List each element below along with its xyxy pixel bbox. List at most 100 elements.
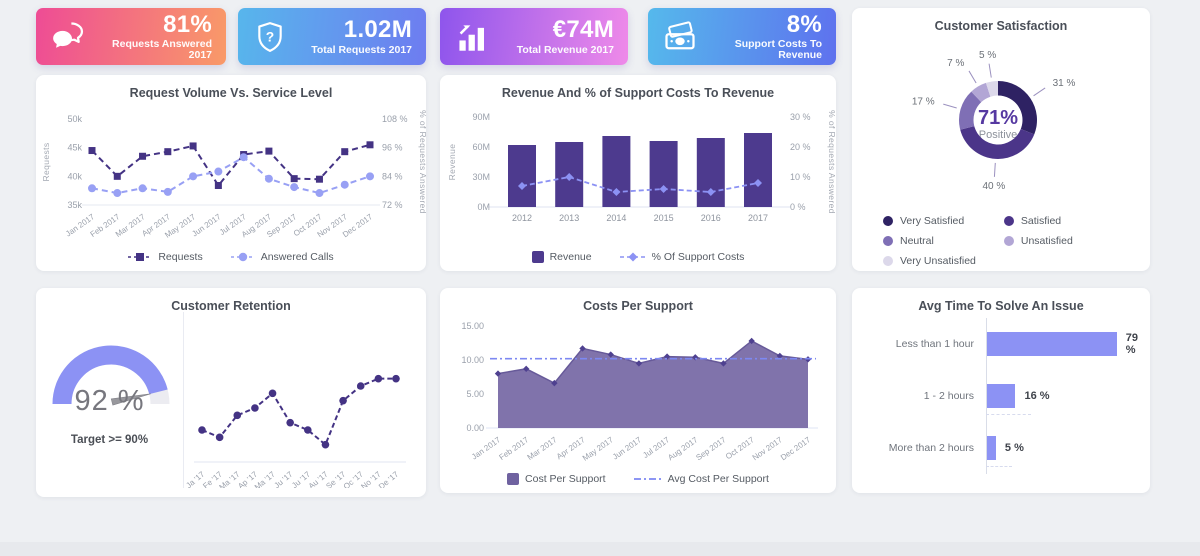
kpi-label: Support Costs To Revenue [734,38,822,62]
legend-item-answered-calls[interactable]: Answered Calls [230,251,334,263]
chat-bubbles-icon [53,21,84,48]
answered-calls-legend-marker [230,252,255,262]
satisfaction-donut-canvas[interactable]: 71% Positive 31 % 40 % 17 % 7 % 5 % [852,32,1150,202]
shield-question-icon: ? [258,21,282,52]
support-costs-legend-marker [619,252,646,262]
chart-title: Revenue And % of Support Costs To Revenu… [501,86,775,100]
kpi-card-requests-answered: 81% Requests Answered 2017 [36,8,226,65]
time-bar-area: 79 % [986,318,1149,370]
svg-text:2017: 2017 [748,213,768,223]
svg-text:96 %: 96 % [382,143,403,153]
legend-item-avg-cost[interactable]: Avg Cost Per Support [633,473,769,485]
svg-text:De '17: De '17 [377,469,401,488]
kpi-card-support-costs: 8% Support Costs To Revenue [648,8,836,65]
satisfied-dot [1003,216,1014,226]
banknotes-icon [665,20,695,49]
kpi-label: Total Revenue 2017 [516,43,614,56]
legend-item-neutral[interactable]: Neutral [883,235,1004,247]
svg-text:2012: 2012 [512,213,532,223]
legend-item-very-satisfied[interactable]: Very Satisfied [883,215,1004,227]
svg-text:84 %: 84 % [382,171,403,181]
legend-label: Very Unsatisfied [900,255,976,267]
legend-item-cost-per-support[interactable]: Cost Per Support [507,473,606,485]
svg-text:30 %: 30 % [790,112,811,122]
svg-text:35k: 35k [67,200,82,210]
panel-request-volume: Request Volume Vs. Service Level 50k 45k 4… [36,75,428,271]
retention-gauge-canvas[interactable] [36,318,186,414]
costs-legend: Cost Per Support Avg Cost Per Support [440,473,836,485]
legend-item-support-costs[interactable]: % Of Support Costs [619,251,744,263]
legend-item-satisfied[interactable]: Satisfied [1003,215,1119,227]
request-volume-chart-canvas[interactable]: 50k 45k 40k 35k 108 % 96 % 84 % 72 % Requests % o… [36,99,428,245]
chart-title: Customer Retention [171,299,291,313]
chart-title: Costs Per Support [583,299,693,313]
kpi-label: Requests Answered 2017 [112,38,212,62]
svg-text:15.00: 15.00 [461,321,484,331]
legend-label: Avg Cost Per Support [667,473,769,485]
legend-label: Revenue [549,251,592,263]
revenue-legend-marker [531,251,544,263]
time-bar-value: 5 % [1004,442,1024,454]
svg-text:2015: 2015 [654,213,674,223]
svg-text:40k: 40k [67,171,82,181]
svg-text:Nov 2017: Nov 2017 [751,435,785,462]
panel-revenue-support-costs: Revenue And % of Support Costs To Revenu… [440,75,837,271]
requests-legend-marker [128,253,153,261]
time-bar[interactable] [986,436,1012,467]
donut-center-label: Positive [979,129,1018,141]
time-bar-category: More than 2 hours [888,442,974,454]
legend-item-very-unsatisfied[interactable]: Very Unsatisfied [883,255,1004,267]
svg-text:60M: 60M [472,142,490,152]
time-bar[interactable] [985,384,1033,415]
time-bar-value: 79 % [1125,332,1138,356]
time-bar-category: Less than 1 hour [895,338,974,350]
panel-customer-satisfaction: Customer Satisfaction 71% Positive 31 % 4… [852,8,1150,271]
svg-text:May 2017: May 2017 [581,435,615,463]
legend-item-revenue[interactable]: Revenue [531,251,592,263]
time-bar-row: Less than 1 hour 79 % [862,318,1138,370]
kpi-value: 1.02M [343,16,412,44]
avg-cost-legend-marker [633,478,662,480]
revenue-chart-canvas[interactable]: 90M 60M 30M 0M 30 % 20 % 10 % 0 % Revenue % of Re… [440,99,837,245]
avg-time-bar-chart[interactable]: Less than 1 hour 79 % 1 - 2 hours 16 % More … [852,312,1150,474]
svg-text:30M: 30M [472,172,490,182]
svg-text:50k: 50k [67,114,82,124]
panel-costs-per-support: Costs Per Support 15.00 10.00 5.00 0.00 Jan … [440,288,836,493]
kpi-card-total-revenue: €74M Total Revenue 2017 [440,8,628,65]
svg-text:108 %: 108 % [382,114,408,124]
revenue-legend: Revenue % Of Support Costs [440,251,836,263]
kpi-label: Total Requests 2017 [311,43,412,56]
legend-label: Neutral [900,235,934,247]
kpi-value: 8% [786,10,822,38]
svg-text:% of Requests Answered: % of Requests Answered [827,110,836,214]
svg-text:90M: 90M [472,112,490,122]
svg-text:2013: 2013 [559,213,579,223]
chart-title: Avg Time To Solve An Issue [918,299,1084,313]
svg-text:0 %: 0 % [790,202,806,212]
satisfaction-legend: Very Satisfied Satisfied Neutral Unsatis… [883,215,1119,267]
bar-chart-arrow-icon [459,24,484,51]
svg-text:Feb 2017: Feb 2017 [497,435,530,462]
very-satisfied-dot [883,216,893,226]
svg-text:0M: 0M [477,202,490,212]
donut-center-value: 71% [978,107,1018,129]
svg-text:5 %: 5 % [979,50,996,61]
svg-text:5.00: 5.00 [466,389,484,399]
legend-label: Very Satisfied [900,215,965,227]
svg-text:10 %: 10 % [790,172,811,182]
svg-text:10.00: 10.00 [461,355,484,365]
retention-gauge-block: 92 % Target >= 90% [36,312,184,488]
svg-text:45k: 45k [67,143,82,153]
svg-text:Requests: Requests [41,142,51,181]
legend-item-requests[interactable]: Requests [128,251,203,263]
kpi-value: 81% [163,10,212,38]
svg-text:Jun 2017: Jun 2017 [190,212,223,239]
chart-title: Request Volume Vs. Service Level [129,86,333,100]
svg-text:40 %: 40 % [982,181,1005,192]
kpi-card-total-requests: ? 1.02M Total Requests 2017 [238,8,426,65]
svg-text:72 %: 72 % [382,200,403,210]
legend-item-unsatisfied[interactable]: Unsatisfied [1003,235,1119,247]
time-bar[interactable] [987,332,1117,356]
